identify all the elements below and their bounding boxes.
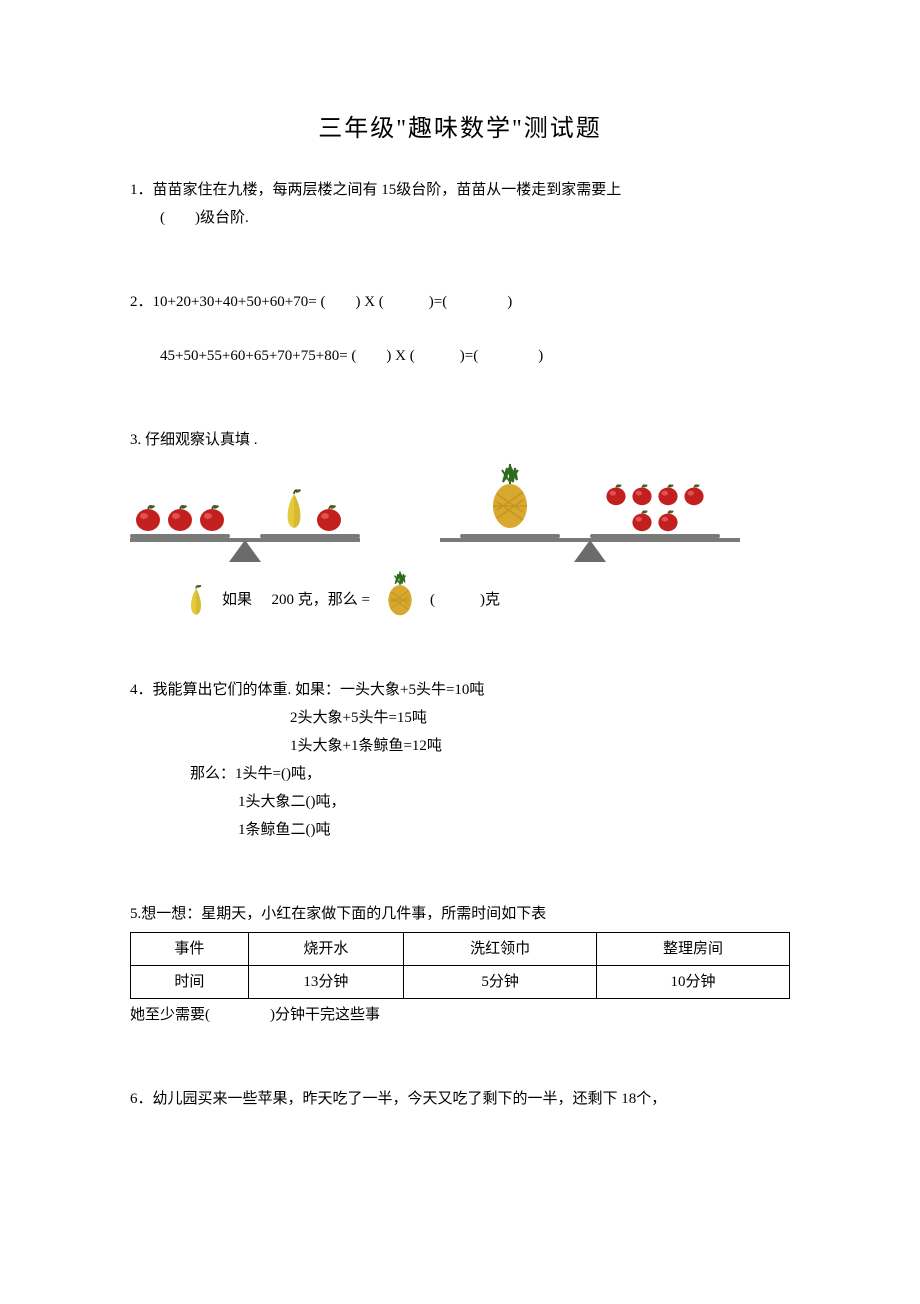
q2-line2: 45+50+55+60+65+70+75+80= ( ) X ( )=( ) [130, 344, 790, 368]
table-cell: 烧开水 [248, 933, 403, 966]
apple-icon [656, 482, 680, 506]
table-cell: 10分钟 [597, 966, 790, 999]
q4-line1: 4．我能算出它们的体重. 如果：一头大象+5头牛=10吨 [130, 678, 790, 702]
q5-table: 事件 烧开水 洗红领巾 整理房间 时间 13分钟 5分钟 10分钟 [130, 932, 790, 999]
table-cell: 13分钟 [248, 966, 403, 999]
q4-line4: 那么：1头牛=()吨， [130, 762, 790, 786]
table-row: 时间 13分钟 5分钟 10分钟 [131, 966, 790, 999]
scale1-right-pan [260, 488, 360, 538]
pear-icon [276, 488, 312, 532]
q4-line5: 1头大象二()吨， [130, 790, 790, 814]
pineapple-icon [485, 462, 535, 532]
scale2-right-pan [590, 482, 720, 538]
question-4: 4．我能算出它们的体重. 如果：一头大象+5头牛=10吨 2头大象+5头牛=15… [130, 678, 790, 842]
apple-icon [604, 482, 628, 506]
apple-icon [314, 502, 344, 532]
balance-scale-1 [130, 488, 360, 562]
q3-bottom-text-3: ( )克 [430, 588, 500, 612]
q3-heading: 3. 仔细观察认真填 . [130, 428, 790, 452]
table-cell: 时间 [131, 966, 249, 999]
q4-line2: 2头大象+5头牛=15吨 [130, 706, 790, 730]
q5-after: 她至少需要( )分钟干完这些事 [130, 1003, 790, 1027]
apple-icon [630, 482, 654, 506]
apple-icon [656, 508, 680, 532]
question-6: 6．幼儿园买来一些苹果，昨天吃了一半，今天又吃了剩下的一半，还剩下 18个， [130, 1087, 790, 1111]
apple-icon [197, 502, 227, 532]
q1-line1: 1．苗苗家住在九楼，每两层楼之间有 15级台阶，苗苗从一楼走到家需要上 [130, 178, 790, 202]
question-2: 2．10+20+30+40+50+60+70= ( ) X ( )=( ) 45… [130, 290, 790, 368]
page-title: 三年级"趣味数学"测试题 [130, 110, 790, 148]
q1-line2: ( )级台阶. [130, 206, 790, 230]
apple-icon [630, 508, 654, 532]
balance-scale-2 [440, 462, 740, 562]
q4-line3: 1头大象+1条鲸鱼=12吨 [130, 734, 790, 758]
q4-line6: 1条鲸鱼二()吨 [130, 818, 790, 842]
apple-icon [682, 482, 706, 506]
q5-heading: 5.想一想：星期天，小红在家做下面的几件事，所需时间如下表 [130, 902, 790, 926]
q3-bottom-text-2: 200 克，那么 = [268, 588, 370, 612]
q6-text: 6．幼儿园买来一些苹果，昨天吃了一半，今天又吃了剩下的一半，还剩下 18个， [130, 1087, 790, 1111]
question-3: 3. 仔细观察认真填 . [130, 428, 790, 618]
apple-icon [133, 502, 163, 532]
pear-icon [182, 584, 210, 618]
question-5: 5.想一想：星期天，小红在家做下面的几件事，所需时间如下表 事件 烧开水 洗红领… [130, 902, 790, 1027]
scale2-left-pan [460, 462, 560, 538]
table-cell: 事件 [131, 933, 249, 966]
q3-bottom-row: 如果 200 克，那么 = ( )克 [130, 570, 790, 618]
q3-bottom-text-1: 如果 [222, 588, 256, 612]
apple-icon [165, 502, 195, 532]
table-cell: 5分钟 [404, 966, 597, 999]
question-1: 1．苗苗家住在九楼，每两层楼之间有 15级台阶，苗苗从一楼走到家需要上 ( )级… [130, 178, 790, 230]
q2-line1: 2．10+20+30+40+50+60+70= ( ) X ( )=( ) [130, 290, 790, 314]
pineapple-icon [382, 570, 418, 618]
scale1-left-pan [130, 492, 230, 538]
table-cell: 整理房间 [597, 933, 790, 966]
balance-scales-row [130, 462, 790, 562]
table-cell: 洗红领巾 [404, 933, 597, 966]
table-row-header: 事件 烧开水 洗红领巾 整理房间 [131, 933, 790, 966]
